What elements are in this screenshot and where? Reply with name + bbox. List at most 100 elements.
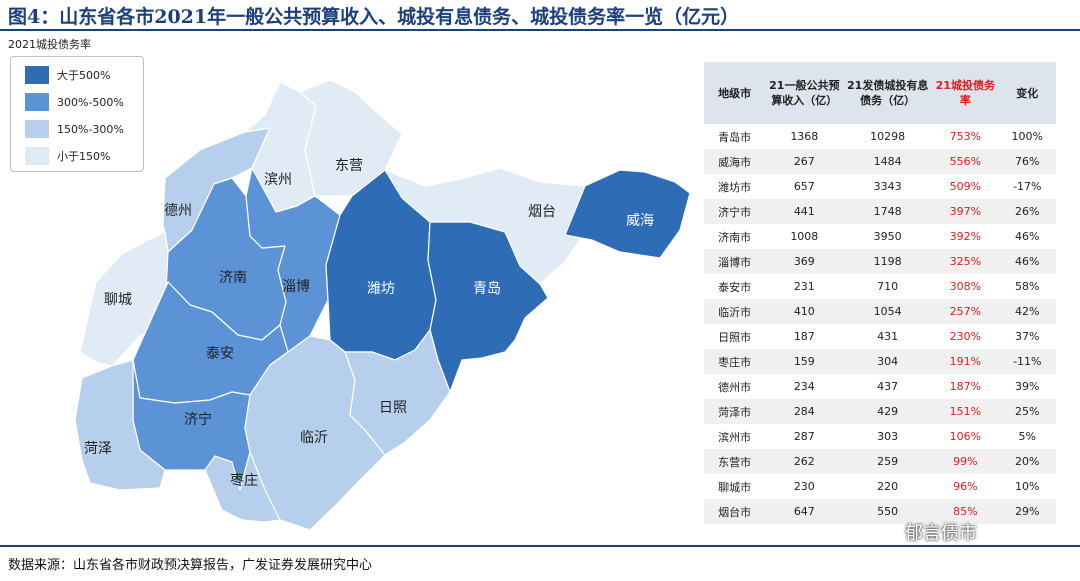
cell-revenue: 410 [765, 299, 844, 324]
cell-city: 东营市 [704, 449, 766, 474]
cell-debt: 3950 [873, 230, 902, 243]
cell-debt: 1198 [843, 249, 933, 274]
cell-change: 46% [1015, 230, 1040, 243]
table-row: 菏泽市 284 429 151% 25% [704, 399, 1056, 424]
cell-debt: 550 [843, 499, 933, 524]
cell-revenue: 187 [793, 330, 815, 343]
cell-revenue: 234 [793, 380, 815, 393]
legend-label: 小于150% [57, 150, 111, 163]
cell-change: 37% [1015, 330, 1040, 343]
table-row: 聊城市 230 220 96% 10% [704, 474, 1056, 499]
cell-debt-ratio: 509% [949, 180, 982, 193]
table-row: 枣庄市 159 304 191% -11% [704, 349, 1056, 374]
cell-city: 潍坊市 [718, 180, 752, 194]
cell-city: 威海市 [704, 149, 766, 174]
shandong-map: 德州 滨州 东营 烟台 威海 聊城 济南 淄博 潍坊 青岛 泰安 济宁 菏泽 临… [74, 79, 691, 531]
cell-debt-ratio: 96% [953, 480, 978, 493]
cell-revenue: 1008 [790, 230, 819, 243]
cell-debt: 429 [843, 399, 933, 424]
cell-revenue: 159 [765, 349, 844, 374]
legend-swatch [25, 93, 49, 111]
region-label-jining: 济宁 [184, 411, 212, 428]
cell-change: 42% [998, 299, 1056, 324]
region-label-weihai: 威海 [626, 213, 654, 229]
cell-debt-ratio: 230% [949, 330, 982, 343]
table-row: 济宁市 441 1748 397% 26% [704, 199, 1056, 224]
region-weihai [564, 169, 691, 259]
cell-change: 39% [1015, 380, 1040, 393]
region-label-qingdao: 青岛 [473, 281, 501, 297]
cell-city: 滨州市 [718, 430, 752, 444]
legend-label: 大于500% [57, 69, 111, 82]
cell-debt-ratio: 325% [932, 249, 999, 274]
region-label-dezhou: 德州 [164, 203, 192, 219]
table-row: 滨州市 287 303 106% 5% [704, 424, 1056, 449]
watermark: 郁言债市 [905, 523, 977, 544]
cell-debt-ratio: 106% [949, 430, 982, 443]
cell-revenue: 647 [765, 499, 844, 524]
region-label-zaozhuang: 枣庄 [230, 472, 258, 489]
table-row: 德州市 234 437 187% 39% [704, 374, 1056, 399]
table-body: 青岛市 1368 10298 753% 100% 威海市 267 1484 556% 76% 潍坊市… [704, 124, 1056, 524]
cell-city: 德州市 [718, 380, 752, 394]
cell-debt-ratio: 191% [932, 349, 999, 374]
cell-debt: 1748 [843, 199, 933, 224]
region-linyi [244, 335, 386, 531]
table-row: 泰安市 231 710 308% 58% [704, 274, 1056, 299]
cell-change: -11% [998, 349, 1056, 374]
legend-item: 150%-300% [25, 119, 124, 139]
region-label-taian: 泰安 [206, 346, 234, 362]
source-note: 数据来源：山东省各市财政预决算报告，广发证券发展研究中心 [8, 558, 373, 573]
cell-change: 76% [998, 149, 1056, 174]
cell-debt-ratio: 257% [932, 299, 999, 324]
cell-city: 枣庄市 [704, 349, 766, 374]
cell-revenue: 267 [765, 149, 844, 174]
cell-revenue: 657 [793, 180, 815, 193]
cell-revenue: 230 [793, 480, 815, 493]
legend-item: 300%-500% [25, 92, 124, 112]
table-row: 济南市 1008 3950 392% 46% [704, 224, 1056, 249]
figure-title: 图4：山东省各市2021年一般公共预算收入、城投有息债务、城投债务率一览（亿元） [8, 6, 740, 28]
cell-debt: 304 [843, 349, 933, 374]
table-header-row: 地级市 21一般公共预算收入（亿） 21发债城投有息债务（亿） 21城投债务率 … [704, 62, 1056, 124]
cell-change: 5% [1018, 430, 1036, 443]
cell-debt-ratio: 151% [932, 399, 999, 424]
header-debt: 21发债城投有息债务（亿） [843, 62, 933, 124]
cell-debt: 1484 [843, 149, 933, 174]
cell-debt-ratio: 99% [932, 449, 999, 474]
map-label: 2021城投债务率 [8, 38, 91, 51]
cell-revenue: 287 [793, 430, 815, 443]
cell-debt-ratio: 85% [932, 499, 999, 524]
legend-swatch [25, 120, 49, 138]
region-label-linyi: 临沂 [300, 430, 328, 446]
cell-debt-ratio: 397% [932, 199, 999, 224]
cell-city: 烟台市 [704, 499, 766, 524]
cell-debt: 1054 [843, 299, 933, 324]
legend-item: 小于150% [25, 146, 110, 166]
legend-swatch [25, 147, 49, 165]
cell-debt: 10298 [870, 130, 906, 143]
region-label-binzhou: 滨州 [264, 172, 292, 188]
source-rule [0, 545, 1080, 547]
cell-city: 菏泽市 [704, 399, 766, 424]
region-label-dongying: 东营 [335, 158, 363, 174]
region-heze [74, 359, 166, 491]
cell-revenue: 441 [765, 199, 844, 224]
region-label-heze: 菏泽 [84, 441, 112, 457]
region-qingdao [427, 221, 549, 393]
region-label-rizhao: 日照 [379, 400, 407, 416]
cell-revenue: 284 [765, 399, 844, 424]
cell-revenue: 231 [793, 280, 815, 293]
cell-city: 青岛市 [718, 130, 752, 144]
cell-debt: 303 [877, 430, 899, 443]
region-label-zibo: 淄博 [282, 278, 310, 295]
cell-city: 泰安市 [718, 280, 752, 294]
cell-city: 临沂市 [704, 299, 766, 324]
cell-change: 46% [998, 249, 1056, 274]
cell-debt: 437 [877, 380, 899, 393]
header-city: 地级市 [704, 62, 766, 124]
legend-label: 300%-500% [57, 95, 124, 109]
region-zaozhuang [204, 451, 281, 523]
region-label-liaocheng: 聊城 [104, 292, 132, 308]
cell-debt-ratio: 753% [949, 130, 982, 143]
